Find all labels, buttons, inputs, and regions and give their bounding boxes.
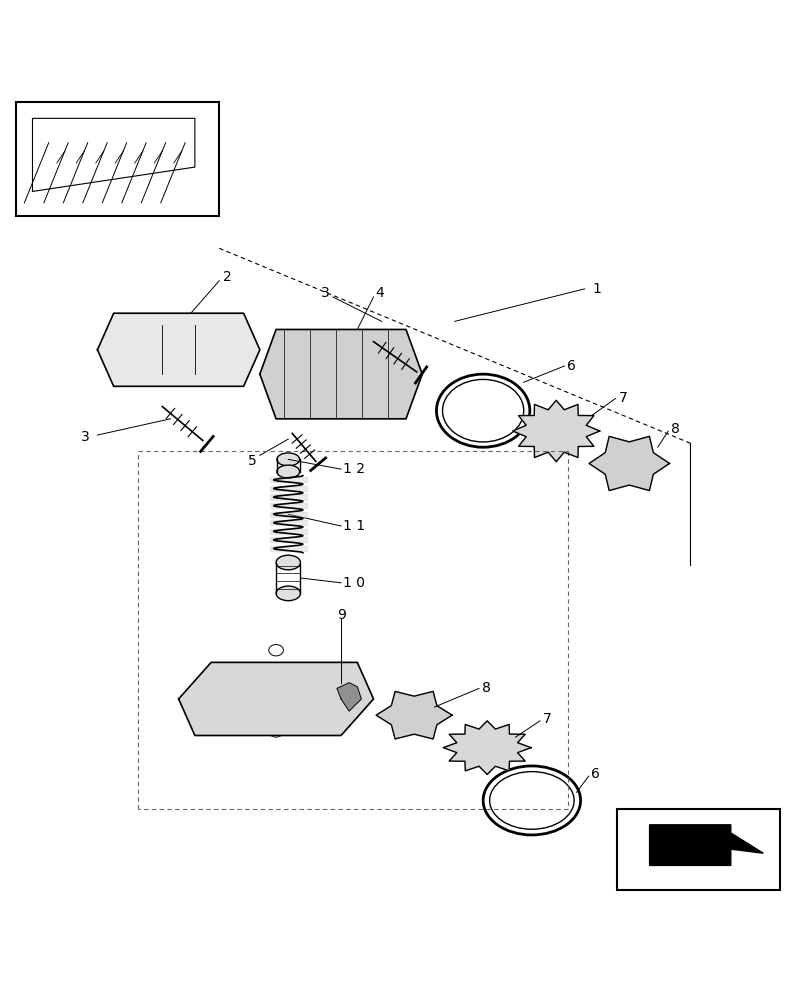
Ellipse shape — [276, 555, 300, 570]
Text: 8: 8 — [481, 681, 490, 695]
Ellipse shape — [277, 453, 299, 466]
Ellipse shape — [277, 465, 299, 478]
Polygon shape — [337, 683, 361, 711]
Polygon shape — [178, 662, 373, 735]
Text: 1 1: 1 1 — [342, 519, 364, 533]
Text: 1 2: 1 2 — [342, 462, 364, 476]
Polygon shape — [443, 721, 530, 774]
Text: 7: 7 — [542, 712, 551, 726]
Text: 7: 7 — [618, 391, 627, 406]
Text: 5: 5 — [247, 454, 256, 468]
Text: 3: 3 — [320, 286, 329, 300]
Polygon shape — [260, 329, 422, 419]
Text: 9: 9 — [337, 608, 345, 622]
Text: 8: 8 — [670, 422, 679, 436]
Polygon shape — [97, 313, 260, 386]
Polygon shape — [512, 400, 599, 462]
Ellipse shape — [276, 586, 300, 601]
Text: 3: 3 — [81, 430, 90, 444]
Bar — [16, 102, 219, 216]
Text: 1: 1 — [592, 282, 601, 296]
Text: 6: 6 — [590, 767, 599, 781]
Text: 4: 4 — [375, 286, 384, 300]
Text: 2: 2 — [223, 270, 232, 284]
Polygon shape — [649, 825, 762, 865]
Text: 6: 6 — [566, 359, 575, 373]
Text: 1 0: 1 0 — [342, 576, 364, 590]
Polygon shape — [32, 118, 195, 191]
Polygon shape — [589, 436, 668, 491]
Bar — [616, 809, 779, 890]
Polygon shape — [375, 691, 452, 739]
